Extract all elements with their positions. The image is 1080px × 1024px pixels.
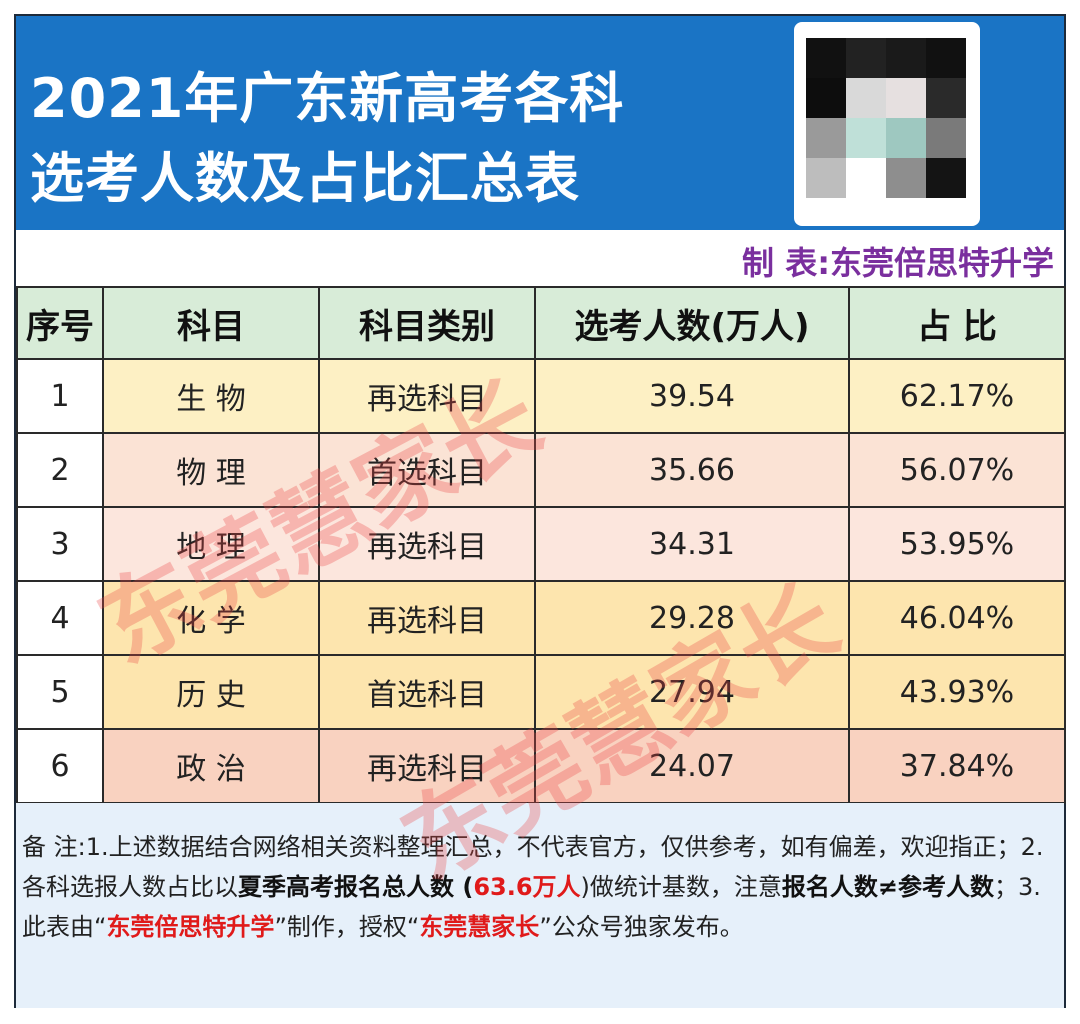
note-text-2: )做统计基数，注意 — [580, 873, 782, 901]
cell-subject: 化 学 — [102, 580, 320, 656]
cell-subject: 政 治 — [102, 728, 320, 804]
cell-subject: 地 理 — [102, 506, 320, 582]
note-paren-open: ( — [454, 873, 474, 901]
cell-ratio: 53.95% — [848, 506, 1066, 582]
cell-count: 35.66 — [534, 432, 850, 508]
cell-ratio: 37.84% — [848, 728, 1066, 804]
cell-ratio: 43.93% — [848, 654, 1066, 730]
header-count: 选考人数(万人) — [534, 286, 850, 360]
cell-seq: 4 — [16, 580, 104, 656]
table-row: 4 化 学 再选科目 29.28 46.04% — [16, 580, 1066, 656]
table-row: 6 政 治 再选科目 24.07 37.84% — [16, 728, 1066, 804]
maker-credit: 制 表:东莞倍思特升学 — [742, 244, 1054, 282]
note-bold-warning: 报名人数≠参考人数 — [781, 873, 995, 901]
remarks-note: 备 注:1.上述数据结合网络相关资料整理汇总，不代表官方，仅供参考，如有偏差，欢… — [16, 803, 1064, 1008]
cell-seq: 2 — [16, 432, 104, 508]
note-text-1: 备 注:1.上述数据结合网络相关资料整理汇总，不代表官方，仅供参考，如有偏差，欢… — [22, 833, 1044, 901]
cell-seq: 5 — [16, 654, 104, 730]
cell-count: 39.54 — [534, 358, 850, 434]
cell-category: 再选科目 — [318, 728, 536, 804]
header-subject: 科目 — [102, 286, 320, 360]
summary-card: 2021年广东新高考各科 选考人数及占比汇总表 制 表:东莞倍思特升学 序号 科… — [14, 14, 1066, 1008]
cell-category: 再选科目 — [318, 358, 536, 434]
note-text-5: ”公众号独家发布。 — [539, 913, 744, 941]
cell-seq: 3 — [16, 506, 104, 582]
note-red-maker: 东莞倍思特升学 — [106, 913, 275, 941]
cell-seq: 1 — [16, 358, 104, 434]
table-row: 2 物 理 首选科目 35.66 56.07% — [16, 432, 1066, 508]
cell-ratio: 62.17% — [848, 358, 1066, 434]
table-row: 1 生 物 再选科目 39.54 62.17% — [16, 358, 1066, 434]
cell-category: 再选科目 — [318, 580, 536, 656]
note-text-4: ”制作，授权“ — [274, 913, 420, 941]
note-red-publisher: 东莞慧家长 — [419, 913, 540, 941]
page-title-line-1: 2021年广东新高考各科 — [30, 67, 625, 130]
blurred-qr-code-image — [794, 22, 980, 226]
table-header-row: 序号 科目 科目类别 选考人数(万人) 占 比 — [16, 286, 1066, 360]
table-row: 3 地 理 再选科目 34.31 53.95% — [16, 506, 1066, 582]
cell-category: 首选科目 — [318, 654, 536, 730]
cell-subject: 历 史 — [102, 654, 320, 730]
cell-ratio: 56.07% — [848, 432, 1066, 508]
cell-seq: 6 — [16, 728, 104, 804]
cell-count: 27.94 — [534, 654, 850, 730]
header-seq: 序号 — [16, 286, 104, 360]
cell-count: 24.07 — [534, 728, 850, 804]
cell-ratio: 46.04% — [848, 580, 1066, 656]
table-row: 5 历 史 首选科目 27.94 43.93% — [16, 654, 1066, 730]
header-banner: 2021年广东新高考各科 选考人数及占比汇总表 — [16, 16, 1064, 230]
subject-summary-table: 序号 科目 科目类别 选考人数(万人) 占 比 1 生 物 再选科目 39.54… — [16, 286, 1066, 804]
note-bold-total-applicants: 夏季高考报名总人数 — [238, 873, 454, 901]
qr-mosaic — [806, 38, 966, 198]
cell-count: 29.28 — [534, 580, 850, 656]
cell-category: 再选科目 — [318, 506, 536, 582]
note-red-total-count: 63.6万人 — [473, 873, 581, 901]
note-text-3: ；3.此表由“ — [22, 873, 1041, 941]
cell-category: 首选科目 — [318, 432, 536, 508]
cell-count: 34.31 — [534, 506, 850, 582]
header-ratio: 占 比 — [848, 286, 1066, 360]
cell-subject: 生 物 — [102, 358, 320, 434]
page-title-line-2: 选考人数及占比汇总表 — [30, 147, 580, 210]
header-category: 科目类别 — [318, 286, 536, 360]
cell-subject: 物 理 — [102, 432, 320, 508]
